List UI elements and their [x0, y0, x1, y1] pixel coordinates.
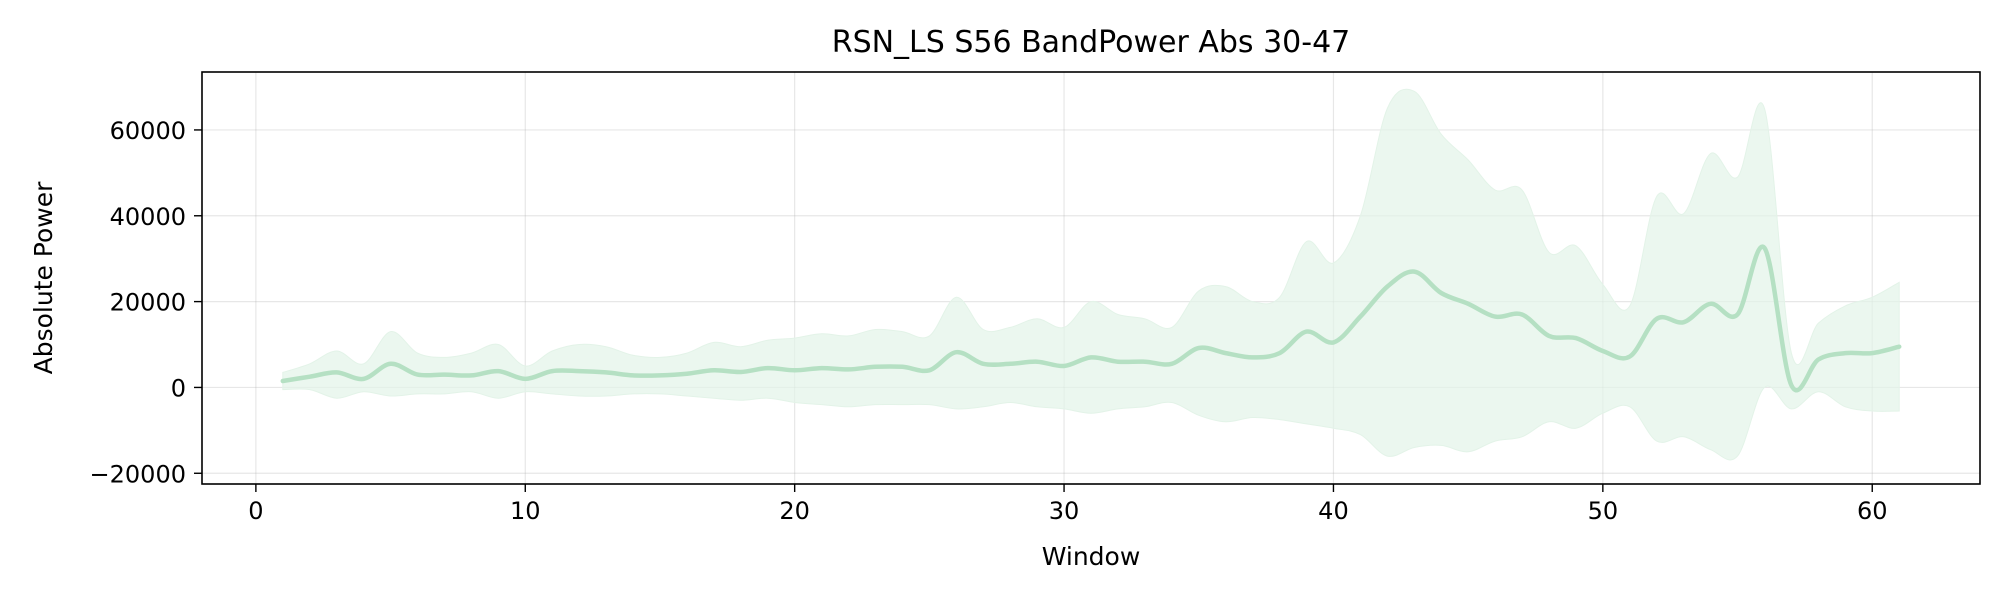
- y-tick-label: 60000: [110, 117, 186, 145]
- x-tick: 0: [248, 484, 264, 525]
- y-tick: 40000: [110, 203, 202, 231]
- x-tick-label: 0: [248, 497, 263, 525]
- x-axis: 0 10 20 30 40 50 60: [248, 484, 1888, 525]
- x-tick: 50: [1588, 484, 1619, 525]
- y-tick: 60000: [110, 117, 202, 145]
- x-tick-label: 30: [1049, 497, 1080, 525]
- y-tick: 20000: [110, 289, 202, 317]
- x-tick: 10: [510, 484, 541, 525]
- x-tick-label: 40: [1318, 497, 1349, 525]
- y-axis-label: Absolute Power: [29, 181, 58, 375]
- chart-title: RSN_LS S56 BandPower Abs 30-47: [832, 25, 1351, 60]
- y-tick: −20000: [90, 460, 202, 488]
- y-tick: 0: [171, 374, 202, 402]
- y-tick-label: −20000: [90, 460, 186, 488]
- x-tick-label: 10: [510, 497, 541, 525]
- x-tick: 60: [1857, 484, 1888, 525]
- x-tick: 40: [1318, 484, 1349, 525]
- x-axis-label: Window: [1042, 542, 1141, 571]
- x-tick-label: 20: [779, 497, 810, 525]
- plot-frame: [201, 71, 1981, 485]
- y-tick-label: 0: [171, 374, 186, 402]
- y-tick-label: 40000: [110, 203, 186, 231]
- x-tick: 20: [779, 484, 810, 525]
- x-tick-label: 60: [1857, 497, 1888, 525]
- confidence-band: [282, 88, 1900, 461]
- y-axis: −20000 0 20000 40000 60000: [90, 117, 202, 488]
- x-tick: 30: [1049, 484, 1080, 525]
- plot-area: [280, 88, 1902, 461]
- series-line: [280, 244, 1902, 393]
- x-tick-label: 50: [1588, 497, 1619, 525]
- y-tick-label: 20000: [110, 289, 186, 317]
